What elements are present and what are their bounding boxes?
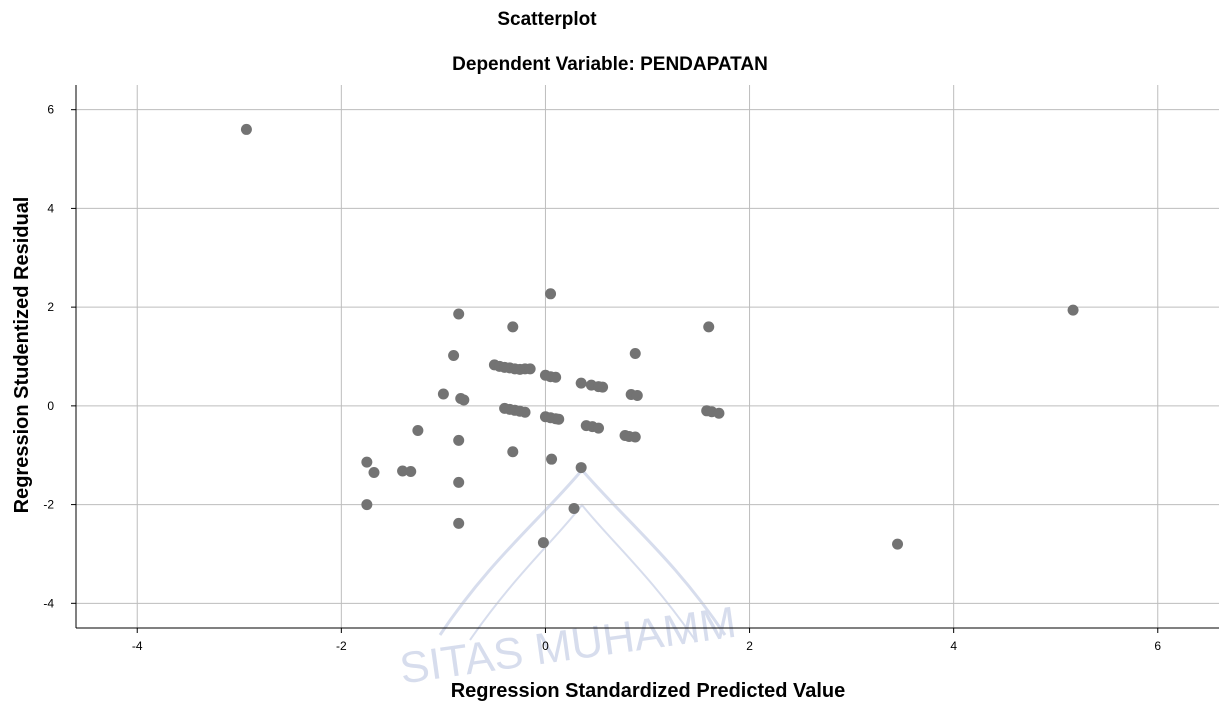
x-tick-label: 4 [950, 639, 957, 653]
scatter-point [546, 453, 558, 465]
x-tick-label: 6 [1154, 639, 1161, 653]
scatter-point [397, 465, 409, 477]
scatter-point [519, 406, 531, 418]
scatter-point [703, 321, 715, 333]
scatter-point [892, 538, 904, 550]
y-tick-label: 0 [47, 399, 54, 413]
tick-labels: -4 -2 0 2 4 6 -4 -2 0 2 4 6 [43, 103, 1161, 653]
scatter-point [507, 446, 519, 458]
scatter-point [545, 288, 557, 300]
scatter-point [553, 413, 565, 425]
scatter-point [448, 350, 460, 362]
scatter-point [575, 377, 587, 389]
data-points [240, 123, 1079, 550]
axes-layer [71, 85, 1219, 633]
y-tick-label: 2 [47, 300, 54, 314]
x-tick-label: 0 [542, 639, 549, 653]
scatter-point [453, 308, 465, 320]
watermark-logo: SITAS MUHAMM [397, 467, 739, 693]
scatter-point [631, 389, 643, 401]
scatter-point [575, 462, 587, 474]
scatter-point [453, 476, 465, 488]
y-axis-label: Regression Studentized Residual [11, 197, 33, 514]
x-axis-label: Regression Standardized Predicted Value [451, 680, 846, 702]
scatter-point [453, 517, 465, 529]
scatter-point [1067, 304, 1079, 316]
scatter-point [597, 381, 609, 393]
scatter-point [437, 388, 449, 400]
y-tick-label: -4 [43, 596, 54, 610]
grid-layer [76, 85, 1219, 628]
x-tick-label: 2 [746, 639, 753, 653]
chart-subtitle: Dependent Variable: PENDAPATAN [452, 54, 768, 75]
y-tick-label: 4 [47, 201, 54, 215]
scatter-point [405, 466, 417, 478]
scatter-point [550, 371, 562, 383]
scatter-point [713, 407, 725, 419]
x-tick-label: -2 [336, 639, 347, 653]
scatter-point [568, 503, 580, 515]
scatter-point [629, 431, 641, 443]
scatter-point [458, 394, 470, 406]
chart-title: Scatterplot [497, 9, 597, 30]
scatter-point [453, 434, 465, 446]
scatter-point [240, 123, 252, 135]
scatter-point [537, 537, 549, 549]
scatter-point [361, 499, 373, 511]
scatter-point [524, 363, 536, 375]
y-tick-label: -2 [43, 498, 54, 512]
scatter-point [412, 425, 424, 437]
scatter-point [629, 348, 641, 360]
x-tick-label: -4 [132, 639, 143, 653]
scatter-point [368, 467, 380, 479]
scatter-point [361, 456, 373, 468]
scatter-point [507, 321, 519, 333]
y-tick-label: 6 [47, 103, 54, 117]
scatter-point [593, 422, 605, 434]
